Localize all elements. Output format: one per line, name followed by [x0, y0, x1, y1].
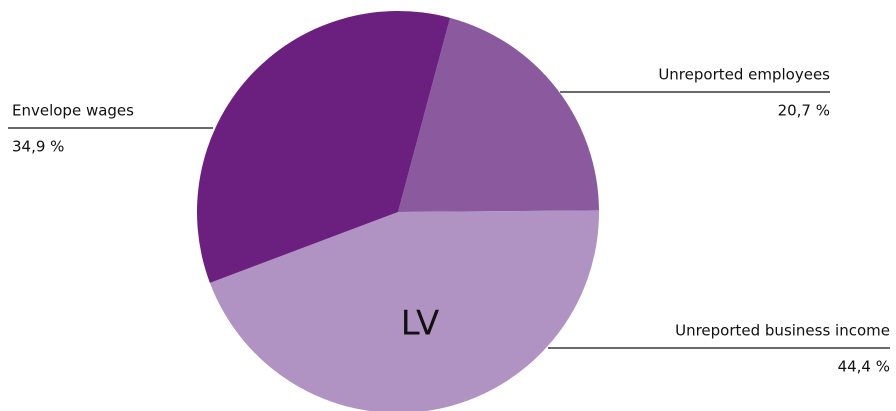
legend-label: Envelope wages [12, 102, 134, 120]
value-label: 20,7 % [778, 102, 830, 120]
pie-slice [197, 11, 451, 283]
legend-label: Unreported employees [658, 66, 830, 84]
legend-label: Unreported business income [675, 322, 890, 340]
center-label: LV [401, 304, 439, 344]
value-label: 34,9 % [12, 138, 64, 156]
pie-slice [398, 17, 599, 213]
value-label: 44,4 % [838, 358, 890, 376]
pie-slice [209, 210, 599, 411]
